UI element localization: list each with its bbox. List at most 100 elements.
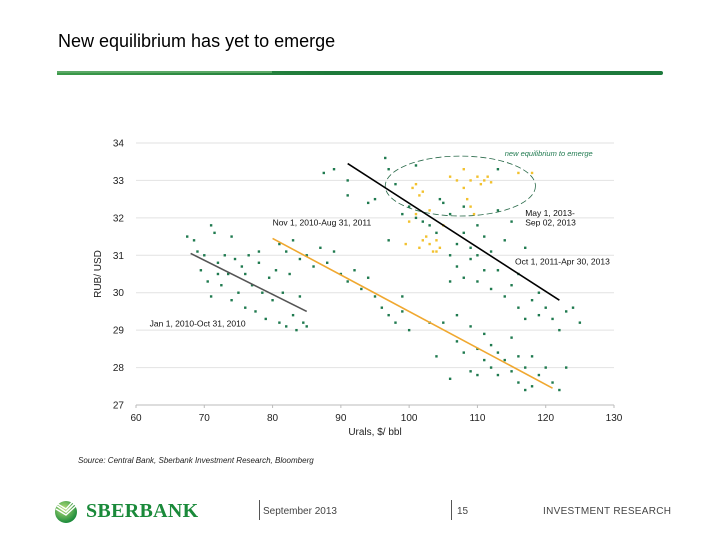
data-point bbox=[418, 194, 421, 197]
data-point bbox=[196, 250, 199, 253]
data-point bbox=[285, 325, 288, 328]
data-point bbox=[261, 291, 264, 294]
data-point bbox=[448, 212, 452, 216]
data-point bbox=[510, 284, 513, 287]
y-tick-label: 34 bbox=[113, 139, 125, 150]
data-point bbox=[571, 306, 575, 309]
data-point bbox=[278, 321, 281, 324]
annotation-label: Oct 1, 2011-Apr 30, 2013 bbox=[515, 257, 610, 267]
data-point bbox=[244, 272, 247, 276]
data-point bbox=[332, 250, 336, 253]
data-point bbox=[537, 291, 541, 294]
data-point bbox=[476, 175, 479, 178]
data-point bbox=[257, 261, 261, 264]
footer-divider bbox=[451, 500, 452, 520]
data-point bbox=[407, 328, 411, 332]
data-point bbox=[192, 239, 196, 242]
annotation-label: Sep 02, 2013 bbox=[525, 217, 576, 227]
data-point bbox=[411, 186, 414, 190]
data-point bbox=[295, 328, 298, 332]
data-point bbox=[530, 299, 534, 302]
data-point bbox=[288, 272, 291, 276]
data-point bbox=[271, 299, 274, 302]
data-point bbox=[373, 295, 377, 298]
data-point bbox=[479, 182, 483, 186]
data-point bbox=[414, 164, 418, 167]
data-point bbox=[435, 355, 438, 358]
data-point bbox=[496, 209, 500, 212]
sberbank-logo: SBERBANK bbox=[52, 498, 198, 524]
trend-line bbox=[190, 252, 308, 313]
data-point bbox=[448, 175, 452, 178]
y-tick-label: 29 bbox=[113, 326, 125, 337]
data-point bbox=[209, 224, 213, 227]
data-point bbox=[462, 231, 465, 235]
data-point bbox=[489, 181, 493, 184]
data-point bbox=[233, 257, 237, 261]
data-point bbox=[414, 182, 418, 186]
title-underline bbox=[57, 71, 663, 75]
data-point bbox=[216, 261, 220, 264]
data-point bbox=[442, 201, 445, 205]
data-point bbox=[230, 235, 233, 238]
data-point bbox=[469, 325, 472, 328]
data-point bbox=[428, 224, 431, 227]
y-tick-label: 30 bbox=[113, 288, 125, 299]
data-point bbox=[312, 265, 315, 268]
data-point bbox=[346, 280, 349, 283]
data-point bbox=[206, 280, 209, 283]
data-point bbox=[237, 291, 240, 294]
data-point bbox=[404, 242, 407, 246]
data-point bbox=[366, 276, 370, 279]
data-point bbox=[483, 235, 486, 238]
data-point bbox=[428, 242, 431, 246]
x-axis-label: Urals, $/ bbl bbox=[348, 427, 401, 438]
data-point bbox=[489, 343, 493, 347]
data-point bbox=[496, 351, 500, 354]
data-point bbox=[469, 257, 472, 261]
data-point bbox=[544, 306, 547, 309]
data-point bbox=[414, 212, 418, 216]
x-tick-label: 110 bbox=[469, 413, 485, 424]
page-number: 15 bbox=[457, 506, 469, 517]
x-tick-label: 120 bbox=[537, 413, 554, 424]
data-point bbox=[435, 231, 438, 235]
data-point bbox=[476, 224, 479, 227]
data-point bbox=[209, 295, 213, 298]
y-tick-label: 31 bbox=[113, 251, 125, 262]
data-point bbox=[319, 246, 322, 249]
data-point bbox=[322, 171, 325, 175]
data-point bbox=[489, 250, 493, 253]
data-point bbox=[226, 272, 230, 276]
data-point bbox=[476, 373, 479, 377]
data-point bbox=[462, 351, 465, 354]
equilibrium-ellipse bbox=[384, 155, 536, 217]
footer-divider bbox=[259, 500, 260, 520]
data-point bbox=[435, 250, 438, 253]
data-point bbox=[360, 287, 363, 291]
data-point bbox=[510, 370, 513, 373]
data-point bbox=[421, 239, 424, 242]
y-tick-label: 32 bbox=[113, 213, 125, 224]
data-point bbox=[462, 168, 465, 171]
data-point bbox=[530, 355, 534, 358]
data-point bbox=[186, 235, 189, 238]
data-point bbox=[421, 190, 424, 193]
data-point bbox=[425, 235, 428, 238]
data-point bbox=[465, 197, 469, 201]
data-point bbox=[537, 373, 541, 377]
footer-date: September 2013 bbox=[263, 506, 337, 517]
data-point bbox=[387, 239, 390, 242]
data-point bbox=[442, 321, 445, 324]
annotation-label: May 1, 2013- bbox=[525, 208, 575, 218]
data-point bbox=[305, 325, 308, 328]
data-point bbox=[517, 355, 520, 358]
data-point bbox=[483, 269, 486, 272]
data-point bbox=[489, 366, 493, 369]
data-point bbox=[373, 197, 377, 201]
data-point bbox=[203, 254, 206, 257]
data-point bbox=[578, 321, 582, 324]
data-point bbox=[257, 250, 261, 253]
data-point bbox=[455, 313, 459, 317]
data-point bbox=[230, 299, 233, 302]
